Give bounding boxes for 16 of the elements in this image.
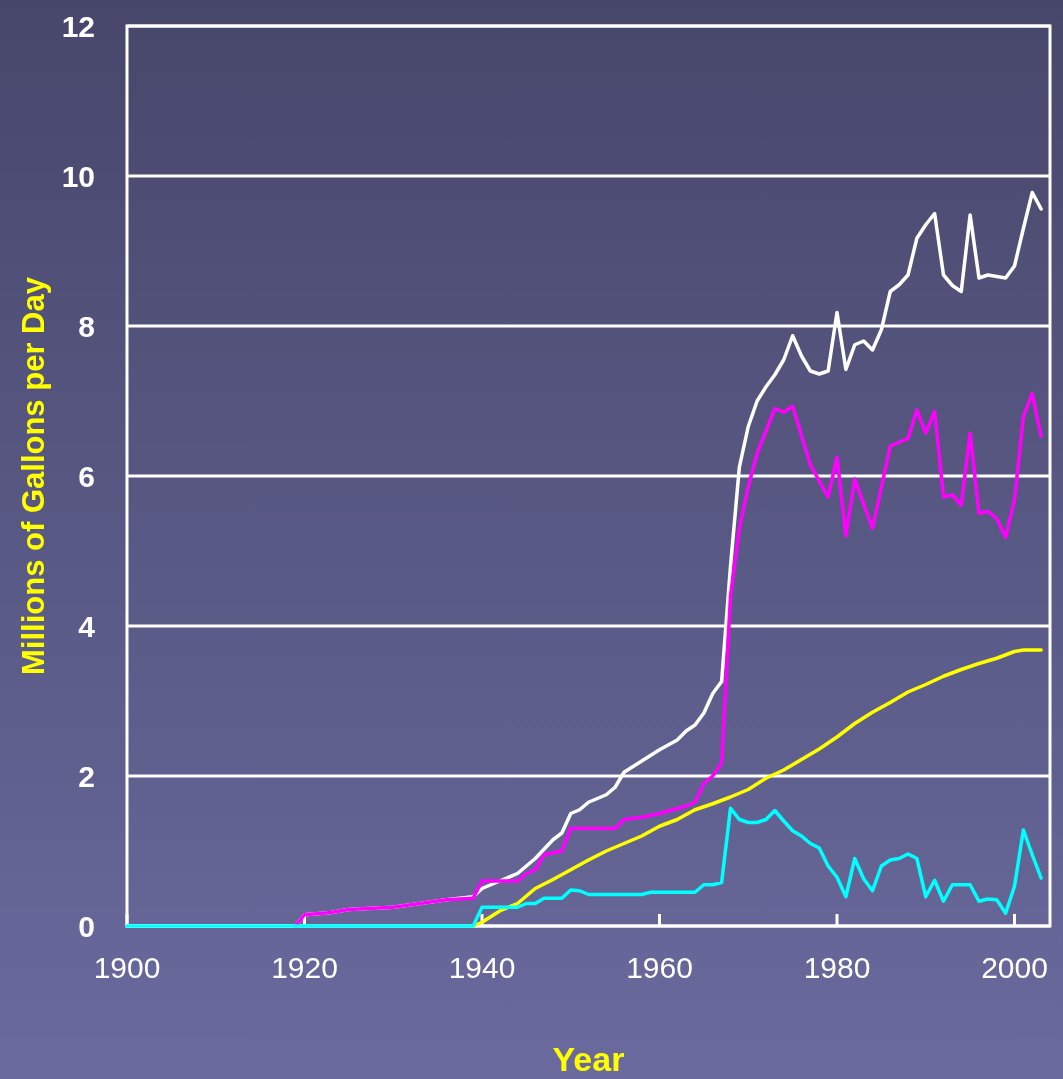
line-series: [125, 806, 1043, 928]
y-tick-label: 2: [78, 760, 95, 793]
y-axis-title: Millions of Gallons per Day: [16, 276, 51, 675]
x-axis-title: Year: [552, 1040, 625, 1078]
x-tick-label: 2000: [981, 951, 1048, 984]
y-tick-label: 6: [78, 460, 95, 493]
x-tick-label: 1920: [271, 951, 338, 984]
y-tick-label: 10: [61, 160, 95, 193]
x-tick-label: 1960: [626, 951, 693, 984]
x-tick-label: 1900: [93, 951, 161, 984]
y-tick-label: 12: [61, 10, 95, 43]
y-tick-label: 0: [78, 910, 95, 943]
y-tick-label: 8: [78, 310, 95, 343]
x-tick-label: 1940: [448, 951, 516, 984]
x-tick-label: 1980: [803, 951, 871, 984]
y-tick-label: 4: [78, 610, 96, 643]
